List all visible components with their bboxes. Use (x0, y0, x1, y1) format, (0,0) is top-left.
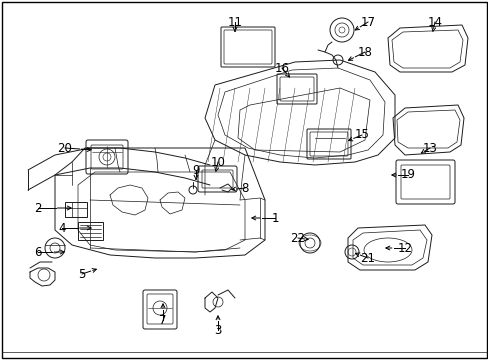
Bar (65, 202, 87, 217)
Text: 12: 12 (397, 242, 412, 255)
Text: 19: 19 (400, 168, 415, 181)
Text: 1: 1 (271, 211, 278, 225)
Text: 15: 15 (354, 129, 368, 141)
Text: 20: 20 (58, 141, 72, 154)
Text: 4: 4 (58, 221, 65, 234)
Text: 14: 14 (427, 15, 442, 28)
Text: 2: 2 (34, 202, 41, 215)
Text: 17: 17 (360, 15, 375, 28)
Text: 13: 13 (422, 141, 437, 154)
Text: 18: 18 (357, 45, 372, 58)
Text: 16: 16 (274, 62, 289, 75)
Text: 5: 5 (78, 267, 85, 280)
Text: 21: 21 (360, 252, 375, 265)
Text: 10: 10 (210, 156, 225, 168)
Text: 11: 11 (227, 15, 242, 28)
Text: 6: 6 (34, 246, 41, 258)
Text: 22: 22 (290, 231, 305, 244)
Text: 8: 8 (241, 181, 248, 194)
Text: 9: 9 (192, 163, 199, 176)
Text: 7: 7 (159, 314, 166, 327)
Bar (78, 222, 103, 240)
Text: 3: 3 (214, 324, 221, 337)
